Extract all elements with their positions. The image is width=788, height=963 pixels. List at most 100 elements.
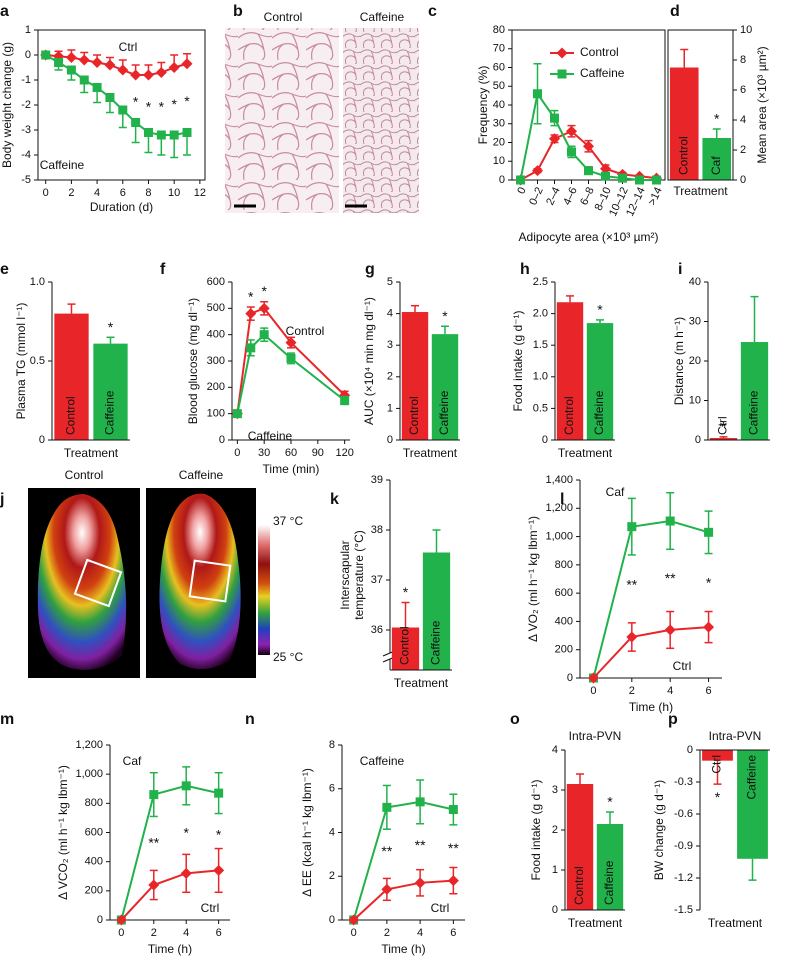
significance: * [597, 302, 603, 318]
significance: * [442, 308, 448, 324]
x-tick-label: 60 [285, 447, 297, 459]
category-label: Control [407, 396, 421, 435]
marker [567, 147, 576, 157]
x-axis-title: Treatment [673, 184, 728, 198]
marker [557, 69, 567, 79]
significance: * [721, 419, 727, 435]
x-tick-label: 12 [194, 187, 206, 199]
x-tick-label: 0 [118, 927, 124, 939]
bar [54, 313, 89, 440]
series-label: Ctrl [673, 659, 692, 673]
x-axis-title: Time (h) [381, 942, 425, 956]
y-tick-label: 20 [689, 355, 701, 367]
bar [669, 67, 699, 180]
category-label: Control [676, 136, 690, 175]
category-label: Caffeine [103, 390, 117, 435]
marker [149, 790, 159, 800]
y-tick-label: 600 [85, 826, 103, 838]
significance: ** [448, 840, 459, 856]
x-tick-label: 4 [94, 187, 100, 199]
y-tick-label: 0 [552, 904, 558, 916]
y-axis-title: AUC (×10⁴ min mg dl⁻¹) [362, 297, 376, 425]
marker [232, 409, 242, 419]
marker [381, 883, 393, 895]
legend-label: Caffeine [580, 66, 625, 80]
y-tick-label: 2 [740, 144, 746, 156]
x-axis-title: Treatment [568, 916, 623, 930]
roi [188, 559, 232, 603]
y-tick-label: 6 [740, 84, 746, 96]
marker [550, 113, 559, 123]
x-axis-title: Treatment [394, 676, 449, 690]
y-tick-label: 10 [689, 394, 701, 406]
y-tick-label: 1,200 [75, 739, 103, 751]
y-tick-label: 4 [329, 826, 335, 838]
y-tick-label: 1,200 [545, 502, 573, 514]
y-tick-label: 500 [207, 302, 225, 314]
roi [73, 558, 123, 608]
significance: * [133, 93, 139, 109]
marker [54, 58, 64, 67]
series-line [592, 519, 709, 679]
y-tick-label: 300 [207, 355, 225, 367]
category-label: Control [572, 866, 586, 905]
x-axis-title: Treatment [403, 446, 458, 460]
significance: * [261, 283, 267, 299]
x-tick-label: 0–2 [527, 185, 546, 207]
x-tick-label: 4–6 [561, 185, 580, 207]
y-axis-title: BW change (g d⁻¹) [652, 780, 666, 880]
marker [549, 133, 560, 145]
category-label: Caffeine [592, 390, 606, 435]
series-line [352, 879, 454, 921]
y-tick-label: 1,000 [75, 768, 103, 780]
x-axis-title: Treatment [64, 446, 119, 460]
marker [91, 57, 103, 68]
bar [740, 342, 769, 440]
y-tick-label: 1.0 [30, 276, 45, 288]
series-label: Ctrl [431, 901, 450, 915]
y-axis-title: Food intake (g d⁻¹) [511, 310, 525, 411]
y-tick-label: 80 [493, 24, 505, 36]
bar [566, 784, 594, 910]
panel-letter: f [160, 261, 166, 278]
panel-letter: g [365, 261, 375, 278]
x-axis-title: Treatment [558, 446, 613, 460]
marker [92, 83, 102, 92]
x-tick-label: 30 [258, 447, 270, 459]
marker [626, 631, 638, 643]
marker [130, 69, 142, 81]
y-tick-label: 10 [493, 155, 505, 167]
series-label: Caffeine [248, 429, 293, 443]
y-axis-title: Food intake (g d⁻¹) [529, 779, 543, 880]
marker [258, 302, 270, 314]
y-tick-label: 70 [493, 43, 505, 55]
category-label: Control [64, 396, 78, 435]
category-label: Ctrl [716, 416, 730, 435]
marker [447, 875, 459, 887]
x-tick-label: 0 [590, 685, 596, 697]
series-line [120, 784, 219, 921]
y-tick-label: 39 [371, 474, 383, 486]
y-tick-label: 2 [387, 371, 393, 383]
marker [78, 54, 90, 66]
panel-letter: m [0, 711, 14, 728]
panel-letter: l [560, 491, 564, 508]
marker [245, 308, 257, 320]
panel-letter: e [0, 261, 9, 278]
marker [704, 527, 714, 537]
y-tick-label: 2 [552, 824, 558, 836]
y-tick-label: 8 [740, 54, 746, 66]
y-tick-label: -1 [21, 74, 31, 86]
panel-letter: k [330, 491, 339, 508]
y-tick-label: 0 [499, 174, 505, 186]
marker [213, 864, 225, 876]
x-axis-title: Duration (d) [90, 200, 153, 214]
control-body [37, 494, 127, 670]
marker [104, 59, 116, 71]
y-tick-label: 200 [207, 381, 225, 393]
x-tick-label: 8 [145, 187, 151, 199]
marker [118, 105, 128, 115]
x-tick-label: 10 [168, 187, 180, 199]
significance: * [216, 826, 222, 842]
image-label: Control [264, 10, 303, 24]
